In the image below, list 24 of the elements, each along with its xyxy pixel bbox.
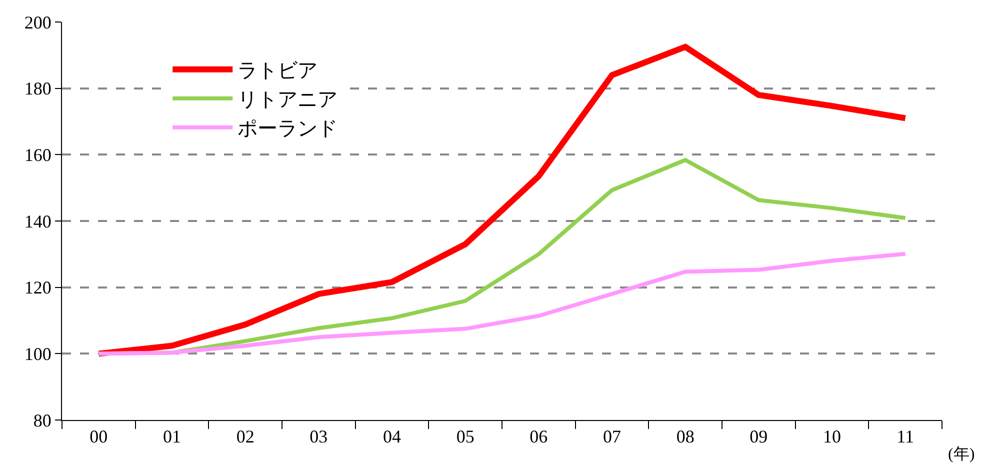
legend-label: リトアニア bbox=[238, 87, 338, 112]
x-tick-label: 03 bbox=[310, 426, 328, 447]
y-tick-label: 100 bbox=[24, 344, 52, 364]
x-tick-label: 11 bbox=[896, 426, 914, 447]
x-tick-label: 07 bbox=[603, 426, 621, 447]
legend-label: ポーランド bbox=[238, 116, 338, 140]
y-tick-label: 160 bbox=[24, 144, 52, 165]
y-tick-label: 180 bbox=[24, 78, 52, 99]
line-series bbox=[96, 252, 908, 356]
x-tick-label: 06 bbox=[530, 426, 548, 447]
x-tick-label: 02 bbox=[236, 426, 254, 447]
x-tick-label: 09 bbox=[750, 426, 768, 447]
y-tick-label: 80 bbox=[33, 410, 52, 430]
y-tick-label: 120 bbox=[24, 278, 52, 298]
legend-label: ラトビア bbox=[238, 58, 318, 82]
x-tick-label: 01 bbox=[163, 426, 181, 447]
x-tick-label: 04 bbox=[383, 426, 401, 447]
y-tick-label: 140 bbox=[24, 211, 52, 232]
x-tick-label: 10 bbox=[823, 426, 841, 447]
x-tick-label: 00 bbox=[90, 426, 108, 447]
x-tick-label: 05 bbox=[456, 426, 474, 447]
x-axis-title: (年) bbox=[948, 446, 975, 463]
y-tick-label: 200 bbox=[24, 12, 52, 32]
x-tick-label: 08 bbox=[676, 426, 694, 447]
